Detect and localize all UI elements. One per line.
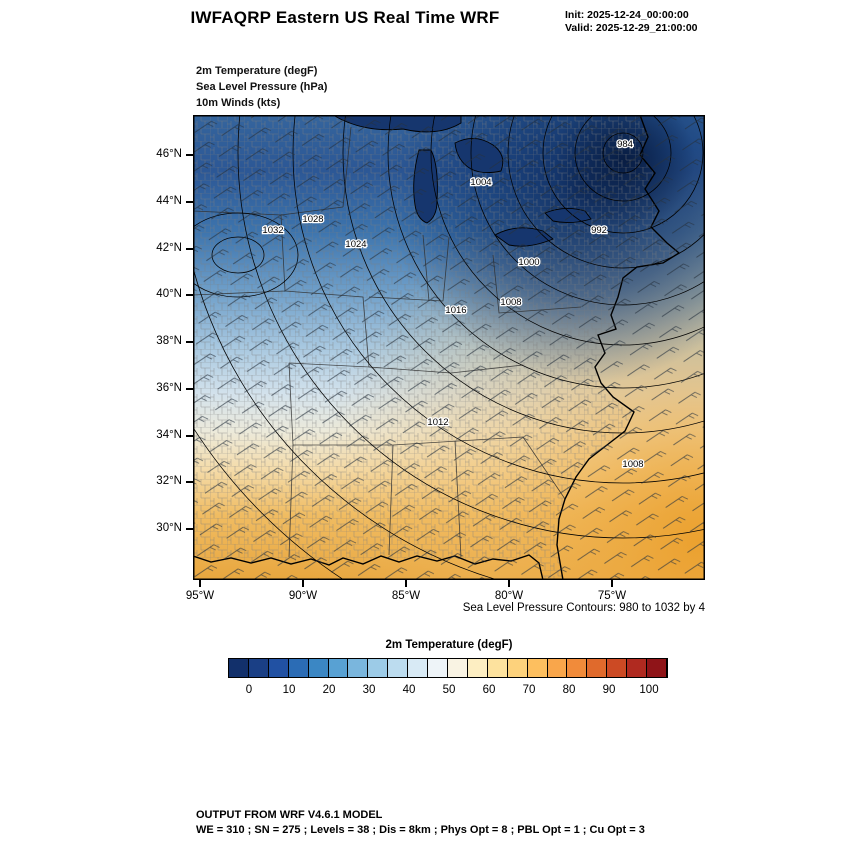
colorbar: 0 10 20 30 40 50 60 70 80 90 100 [228, 658, 668, 696]
colorbar-tick-label: 100 [639, 684, 659, 696]
lat-tick-label: 42°N [156, 241, 182, 254]
colorbar-segment [587, 659, 608, 677]
colorbar-tick-label: 90 [602, 684, 616, 696]
colorbar-tick-label: 80 [562, 684, 576, 696]
footer-model-line: OUTPUT FROM WRF V4.6.1 MODEL [196, 809, 383, 821]
field-pressure: Sea Level Pressure (hPa) [196, 81, 328, 93]
pressure-label: 1024 [345, 239, 366, 250]
colorbar-segment [328, 659, 349, 677]
lon-tick-mark [405, 580, 407, 587]
init-time: Init: 2025-12-24_00:00:00 [565, 9, 689, 21]
colorbar-segment [229, 659, 249, 677]
colorbar-segment [388, 659, 409, 677]
wind-barb-overlay [193, 115, 705, 580]
lon-tick-label: 85°W [391, 590, 421, 602]
lat-axis: 46°N 44°N 42°N 40°N 38°N 36°N 34°N 32°N 30°N [138, 115, 193, 580]
lat-tick-mark [186, 154, 193, 156]
lat-tick-mark [186, 481, 193, 484]
pressure-label: 1032 [262, 225, 283, 236]
pressure-label: 1004 [470, 177, 491, 188]
valid-time: Valid: 2025-12-29_21:00:00 [565, 22, 698, 34]
colorbar-segment [627, 659, 648, 677]
lat-tick-mark [186, 200, 193, 203]
pressure-label: 1008 [500, 297, 521, 308]
field-list: 2m Temperature (degF) Sea Level Pressure… [196, 63, 327, 111]
lon-tick-label: 90°W [288, 590, 318, 602]
colorbar-segment [428, 659, 448, 677]
colorbar-segment [467, 659, 488, 677]
lat-tick-mark [186, 294, 193, 297]
colorbar-tick-label: 0 [245, 684, 253, 696]
lat-tick-mark [186, 528, 193, 530]
colorbar-tick-label: 20 [322, 684, 336, 696]
colorbar-segment [408, 659, 429, 677]
lat-tick-label: 32°N [156, 475, 182, 488]
lat-tick-label: 34°N [156, 428, 182, 441]
colorbar-segment [547, 659, 568, 677]
lon-tick-mark [611, 580, 613, 587]
weather-map: 984 992 1000 1004 1008 1016 1012 1024 1028 1032 10… [193, 115, 705, 580]
lat-tick-label: 44°N [156, 194, 182, 207]
colorbar-segment [308, 659, 329, 677]
pressure-label: 984 [617, 139, 633, 150]
pressure-label: 1016 [445, 305, 466, 316]
lat-tick-label: 38°N [156, 335, 182, 347]
lon-axis: 95°W 90°W 85°W 80°W 75°W [186, 580, 705, 612]
lon-tick-label: 80°W [494, 590, 524, 602]
colorbar-tick-label: 60 [482, 684, 496, 696]
colorbar-segment [567, 659, 588, 677]
lat-tick-label: 46°N [156, 148, 182, 160]
colorbar-segment [507, 659, 528, 677]
pressure-label: 992 [591, 225, 607, 236]
colorbar-tick-label: 30 [362, 684, 376, 696]
map-border [193, 115, 705, 580]
colorbar-segment [288, 659, 309, 677]
lon-tick-label: 95°W [185, 590, 215, 602]
colorbar-tick-label: 50 [442, 684, 456, 696]
run-info: Init: 2025-12-24_00:00:00 Valid: 2025-12… [565, 9, 698, 35]
map-svg: 984 992 1000 1004 1008 1016 1012 1024 1028 1032 10… [193, 115, 705, 580]
colorbar-segment [447, 659, 468, 677]
lon-tick-label: 75°W [597, 590, 627, 602]
colorbar-tick-label: 40 [402, 684, 416, 696]
field-temperature: 2m Temperature (degF) [196, 65, 318, 77]
colorbar-segment [368, 659, 389, 677]
lat-tick-mark [186, 387, 193, 390]
colorbar-title: 2m Temperature (degF) [385, 639, 513, 651]
colorbar-segment [268, 659, 289, 677]
lat-tick-label: 36°N [156, 381, 182, 394]
pressure-label: 1028 [302, 214, 323, 225]
lat-tick-mark [186, 341, 193, 343]
colorbar-tick-label: 70 [522, 684, 536, 696]
colorbar-tick-label: 10 [282, 684, 296, 696]
colorbar-segment [527, 659, 548, 677]
lat-tick-mark [186, 434, 193, 437]
footer-config-line: WE = 310 ; SN = 275 ; Levels = 38 ; Dis … [196, 824, 645, 836]
contour-caption: Sea Level Pressure Contours: 980 to 1032… [462, 602, 705, 614]
colorbar-segment [607, 659, 628, 677]
pressure-label: 1000 [518, 257, 539, 268]
lon-tick-mark [302, 580, 304, 587]
lon-tick-mark [508, 580, 510, 587]
lon-tick-mark [199, 580, 201, 587]
colorbar-segment [487, 659, 508, 677]
field-winds: 10m Winds (kts) [196, 97, 281, 109]
lat-tick-label: 40°N [156, 288, 182, 301]
pressure-label: 1012 [427, 417, 448, 428]
footer: OUTPUT FROM WRF V4.6.1 MODEL WE = 310 ; … [196, 808, 645, 838]
pressure-label: 1008 [622, 459, 643, 470]
colorbar-segment [647, 659, 667, 677]
page-title: IWFAQRP Eastern US Real Time WRF [190, 8, 500, 27]
pressure-label-layer: 984 992 1000 1004 1008 1016 1012 1024 1028 1032 10… [261, 138, 645, 472]
colorbar-segment [348, 659, 369, 677]
lat-tick-label: 30°N [156, 522, 182, 534]
colorbar-segment [248, 659, 269, 677]
lat-tick-mark [186, 247, 193, 250]
